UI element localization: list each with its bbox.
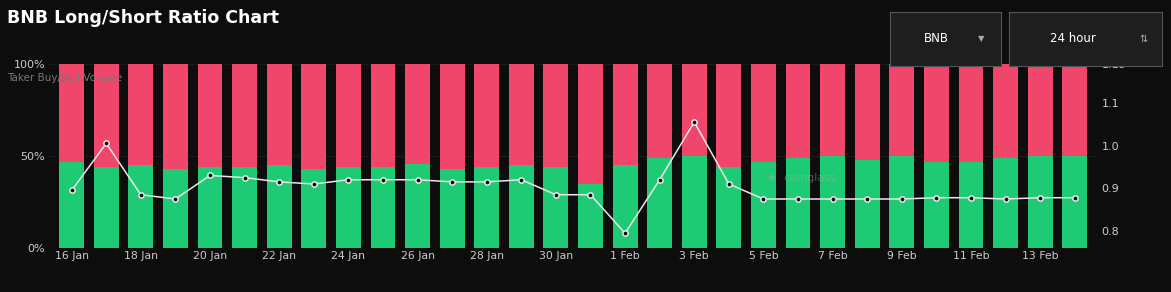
Bar — [474, 167, 499, 248]
Bar — [543, 167, 568, 248]
Bar — [648, 158, 672, 248]
Bar — [924, 64, 949, 162]
Bar — [648, 64, 672, 158]
Bar — [855, 160, 879, 248]
Bar — [959, 162, 984, 248]
Bar — [370, 167, 396, 248]
Bar — [370, 64, 396, 167]
Bar — [1028, 156, 1053, 248]
Bar — [612, 165, 637, 248]
Bar — [232, 167, 258, 248]
Bar — [439, 169, 465, 248]
Bar — [94, 64, 118, 167]
Bar — [682, 64, 707, 156]
Bar — [129, 165, 153, 248]
Bar — [163, 169, 187, 248]
Text: BNB: BNB — [924, 32, 950, 45]
Bar — [717, 64, 741, 167]
Bar — [717, 167, 741, 248]
Bar — [198, 64, 222, 167]
Text: ★  coinglass: ★ coinglass — [767, 173, 836, 183]
Bar — [889, 156, 915, 248]
Bar — [786, 64, 810, 158]
Bar — [60, 64, 84, 162]
Bar — [198, 167, 222, 248]
Bar — [820, 64, 845, 156]
Bar — [612, 64, 637, 165]
Bar — [301, 64, 327, 169]
Bar — [405, 64, 430, 164]
Text: BNB Long/Short Ratio Chart: BNB Long/Short Ratio Chart — [7, 9, 279, 27]
Bar — [820, 156, 845, 248]
Bar — [474, 64, 499, 167]
Bar — [889, 64, 915, 156]
Bar — [509, 165, 534, 248]
Bar — [336, 64, 361, 167]
Bar — [163, 64, 187, 169]
Bar — [855, 64, 879, 160]
Bar — [959, 64, 984, 162]
Bar — [751, 64, 776, 162]
Bar — [129, 64, 153, 165]
Bar — [578, 184, 603, 248]
Bar — [301, 169, 327, 248]
Bar — [924, 162, 949, 248]
Bar — [1028, 64, 1053, 156]
Text: ▼: ▼ — [978, 34, 985, 43]
Bar — [1062, 156, 1087, 248]
Bar — [993, 158, 1018, 248]
Bar — [405, 164, 430, 248]
Bar — [751, 162, 776, 248]
Text: 24 hour: 24 hour — [1050, 32, 1096, 45]
Bar — [578, 64, 603, 184]
Bar — [60, 162, 84, 248]
Bar — [267, 64, 292, 165]
Bar — [439, 64, 465, 169]
Bar — [543, 64, 568, 167]
Bar — [232, 64, 258, 167]
Bar — [94, 167, 118, 248]
Text: ⇅: ⇅ — [1139, 34, 1148, 44]
Text: Taker Buy/Sell Volume: Taker Buy/Sell Volume — [7, 73, 122, 83]
Bar — [509, 64, 534, 165]
Bar — [1062, 64, 1087, 156]
Bar — [993, 64, 1018, 158]
Bar — [786, 158, 810, 248]
Bar — [336, 167, 361, 248]
Bar — [682, 156, 707, 248]
Bar — [267, 165, 292, 248]
